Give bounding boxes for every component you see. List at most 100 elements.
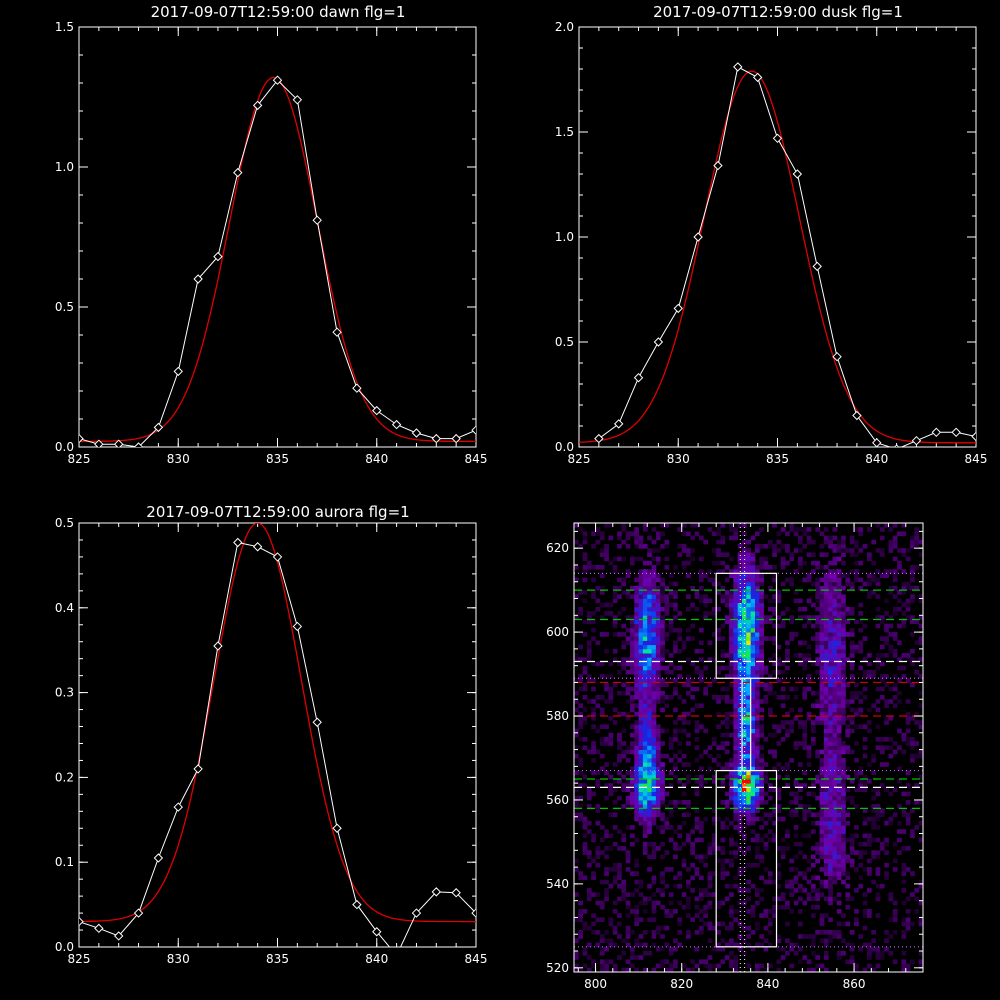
heatmap-cell (694, 648, 700, 654)
heatmap-cell (733, 653, 739, 658)
heatmap-cell (578, 770, 583, 776)
x-tick-label-dusk: 835 (766, 452, 789, 466)
heatmap-cell (681, 753, 687, 759)
heatmap-cell (884, 946, 889, 952)
heatmap-cell (785, 783, 790, 788)
x-tick-label-dawn: 825 (68, 452, 91, 466)
heatmap-cell (836, 762, 842, 767)
heatmap-cell (772, 749, 777, 755)
heatmap-cell (668, 770, 674, 776)
heatmap-cell (832, 703, 838, 708)
heatmap-cell (673, 648, 678, 654)
heatmap-cell (625, 779, 631, 784)
heatmap-cell (841, 833, 846, 839)
heatmap-cell (772, 577, 777, 583)
heatmap-cell (789, 615, 795, 620)
heatmap-cell (647, 825, 652, 830)
heatmap-cell (651, 904, 657, 910)
heatmap-cell (737, 766, 743, 771)
heatmap-cell (767, 942, 773, 948)
heatmap-cell (828, 560, 833, 566)
heatmap-cell (733, 825, 739, 830)
heatmap-cell (862, 623, 868, 629)
heatmap-cell (574, 816, 579, 822)
heatmap-cell (599, 951, 605, 956)
heatmap-cell (918, 674, 923, 679)
heatmap-cell (819, 883, 825, 889)
heatmap-cell (742, 590, 747, 595)
heatmap-cell (668, 913, 674, 918)
heatmap-cell (729, 787, 734, 792)
heatmap-cell (582, 695, 588, 700)
heatmap-cell (612, 762, 618, 767)
heatmap-cell (647, 787, 652, 792)
heatmap-cell (828, 774, 833, 780)
heatmap-cell (591, 577, 596, 583)
heatmap-cell (845, 732, 851, 738)
heatmap-cell (793, 779, 799, 784)
heatmap-cell (841, 774, 846, 780)
heatmap-cell (785, 720, 790, 725)
heatmap-cell (660, 879, 665, 885)
panel-aurora: 2017-09-07T12:59:00 aurora flg=1 825 830 8… (55, 503, 488, 966)
heatmap-cell (664, 598, 670, 604)
heatmap-cell (621, 657, 627, 662)
heatmap-cell (750, 791, 756, 797)
heatmap-cell (586, 657, 592, 662)
heatmap-cell (828, 854, 833, 860)
heatmap-cell (655, 585, 661, 591)
heatmap-cell (724, 716, 730, 721)
heatmap-cell (823, 862, 829, 868)
heatmap-cell (750, 665, 756, 671)
heatmap-cell (849, 716, 855, 721)
heatmap-cell (819, 837, 825, 843)
heatmap-cell (767, 544, 773, 549)
heatmap-cell (617, 867, 622, 872)
heatmap-cell (862, 841, 868, 847)
heatmap-cell (755, 741, 760, 746)
heatmap-cell (642, 627, 648, 633)
heatmap-cell (578, 611, 583, 616)
data-point-aurora (133, 908, 144, 918)
heatmap-cell (879, 749, 885, 755)
heatmap-cell (630, 946, 635, 952)
heatmap-cell (681, 783, 687, 788)
heatmap-cell (789, 946, 795, 952)
heatmap-cell (802, 653, 808, 658)
heatmap-cell (608, 732, 614, 738)
heatmap-cell (617, 737, 622, 742)
heatmap-cell (836, 728, 842, 734)
heatmap-cell (737, 804, 743, 809)
heatmap-cell (746, 942, 751, 948)
heatmap-cell (612, 879, 618, 885)
heatmap-cell (858, 841, 864, 847)
heatmap-cell (651, 619, 657, 625)
heatmap-cell (711, 741, 717, 746)
heatmap-cell (586, 804, 592, 809)
heatmap-cell (755, 531, 760, 536)
heatmap-cell (724, 804, 730, 809)
heatmap-cell (694, 779, 700, 784)
x-tick-label-aurora: 835 (266, 952, 289, 966)
heatmap-cell (647, 636, 652, 641)
heatmap-cell (582, 850, 588, 855)
heatmap-cell (630, 657, 635, 662)
heatmap-cell (892, 787, 898, 792)
heatmap-cell (651, 774, 657, 780)
heatmap-cell (694, 820, 700, 826)
heatmap-cell (642, 808, 648, 813)
heatmap-cell (651, 661, 657, 667)
heatmap-cell (582, 531, 588, 536)
heatmap-cell (660, 800, 665, 805)
heatmap-cell (578, 967, 583, 972)
heatmap-cell (604, 829, 609, 834)
heatmap-cell (642, 560, 648, 566)
heatmap-cell (578, 674, 583, 679)
heatmap-cell (793, 867, 799, 872)
heatmap-cell (772, 787, 777, 792)
heatmap-cell (815, 720, 820, 725)
heatmap-cell (686, 913, 691, 918)
heatmap-cell (862, 867, 868, 872)
heatmap-cell (733, 967, 739, 972)
heatmap-cell (755, 653, 760, 658)
